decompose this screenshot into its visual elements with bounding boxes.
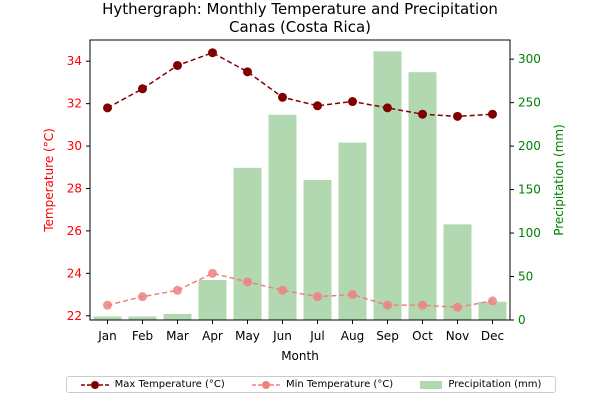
precipitation-bar-may — [233, 167, 262, 320]
y-left-tick-label: 32 — [67, 97, 82, 111]
precipitation-bar-jun — [268, 114, 297, 320]
chart-subtitle: Canas (Costa Rica) — [229, 18, 371, 36]
precipitation-bar-apr — [198, 280, 227, 320]
y-right-tick-label: 200 — [518, 139, 541, 153]
legend-item-max-temp: Max Temperature (°C) — [80, 379, 225, 390]
y-right-tick-label: 0 — [518, 313, 526, 327]
legend-label-precipitation: Precipitation (mm) — [448, 379, 542, 390]
max-temp-point-mar — [173, 60, 182, 70]
y-axis-left-label: Temperature (°C) — [42, 128, 56, 233]
x-tick-label-jan: Jan — [97, 329, 117, 343]
max-temp-point-jan — [103, 103, 112, 113]
min-temp-point-oct — [418, 300, 427, 310]
x-tick-label-oct: Oct — [412, 329, 433, 343]
min-temp-point-mar — [173, 285, 182, 295]
x-tick-label-may: May — [235, 329, 260, 343]
y-right-tick-label: 150 — [518, 183, 541, 197]
y-right-tick-label: 100 — [518, 226, 541, 240]
x-tick-label-jun: Jun — [272, 329, 292, 343]
legend-item-precipitation: Precipitation (mm) — [420, 379, 541, 390]
max-temp-point-apr — [208, 48, 217, 58]
max-temp-point-nov — [453, 111, 462, 121]
legend-label-max-temp: Max Temperature (°C) — [114, 379, 225, 390]
min-temp-point-sep — [383, 300, 392, 310]
precipitation-bar-jan — [93, 316, 122, 320]
max-temp-point-oct — [418, 109, 427, 119]
max-temp-line — [107, 51, 493, 118]
max-temp-point-sep — [383, 103, 392, 113]
y-right-tick-label: 300 — [518, 52, 541, 66]
y-left-tick-label: 24 — [67, 266, 82, 280]
legend-item-min-temp: Min Temperature (°C) — [251, 379, 394, 390]
precipitation-bar-mar — [163, 313, 192, 320]
chart-title: Hythergraph: Monthly Temperature and Pre… — [102, 0, 498, 18]
y-right-tick-label: 50 — [518, 270, 533, 284]
chart-axes: Jan Feb Mar Apr May Jun Jul Aug Sep Oct Nov Dec 22 24… — [67, 39, 541, 343]
x-tick-label-feb: Feb — [132, 329, 153, 343]
precipitation-bar-dec — [478, 301, 507, 320]
y-left-tick-label: 26 — [67, 224, 82, 238]
x-tick-label-apr: Apr — [202, 329, 223, 343]
y-left-tick-label: 22 — [67, 309, 82, 323]
max-temp-point-jun — [278, 92, 287, 102]
max-temp-point-may — [243, 67, 252, 77]
x-tick-label-mar: Mar — [166, 329, 189, 343]
x-axis-label: Month — [281, 349, 319, 363]
y-left-tick-label: 28 — [67, 181, 82, 195]
max-temp-point-dec — [488, 109, 497, 119]
min-temp-point-jan — [103, 300, 112, 310]
x-tick-label-dec: Dec — [481, 329, 504, 343]
max-temp-point-feb — [138, 84, 147, 94]
plot-frame — [89, 39, 511, 321]
y-right-tick-label: 250 — [518, 96, 541, 110]
min-temp-point-apr — [208, 268, 217, 278]
min-temp-point-feb — [138, 292, 147, 302]
y-left-tick-label: 30 — [67, 139, 82, 153]
chart-legend: Max Temperature (°C) Min Temperature (°C… — [66, 376, 556, 393]
precipitation-bar-sep — [373, 51, 402, 320]
min-temp-point-may — [243, 277, 252, 287]
min-temp-point-dec — [488, 296, 497, 306]
precipitation-bars — [93, 51, 507, 320]
min-temp-line — [107, 272, 493, 309]
y-axis-right-label: Precipitation (mm) — [552, 124, 566, 236]
max-temp-point-jul — [313, 101, 322, 111]
legend-swatch-precipitation — [420, 380, 443, 389]
legend-swatch-min-temp — [251, 380, 280, 389]
legend-label-min-temp: Min Temperature (°C) — [285, 379, 394, 390]
min-temp-point-aug — [348, 290, 357, 300]
y-left-tick-label: 34 — [67, 54, 82, 68]
x-tick-label-nov: Nov — [446, 329, 469, 343]
min-temp-point-jun — [278, 285, 287, 295]
max-temp-point-aug — [348, 97, 357, 107]
legend-swatch-max-temp — [80, 380, 109, 389]
min-temp-point-jul — [313, 292, 322, 302]
x-tick-label-sep: Sep — [376, 329, 399, 343]
precipitation-bar-oct — [408, 72, 437, 320]
x-tick-label-jul: Jul — [309, 329, 324, 343]
min-temp-point-nov — [453, 302, 462, 312]
temperature-lines — [103, 48, 497, 312]
x-tick-label-aug: Aug — [341, 329, 364, 343]
precipitation-bar-feb — [128, 316, 157, 320]
